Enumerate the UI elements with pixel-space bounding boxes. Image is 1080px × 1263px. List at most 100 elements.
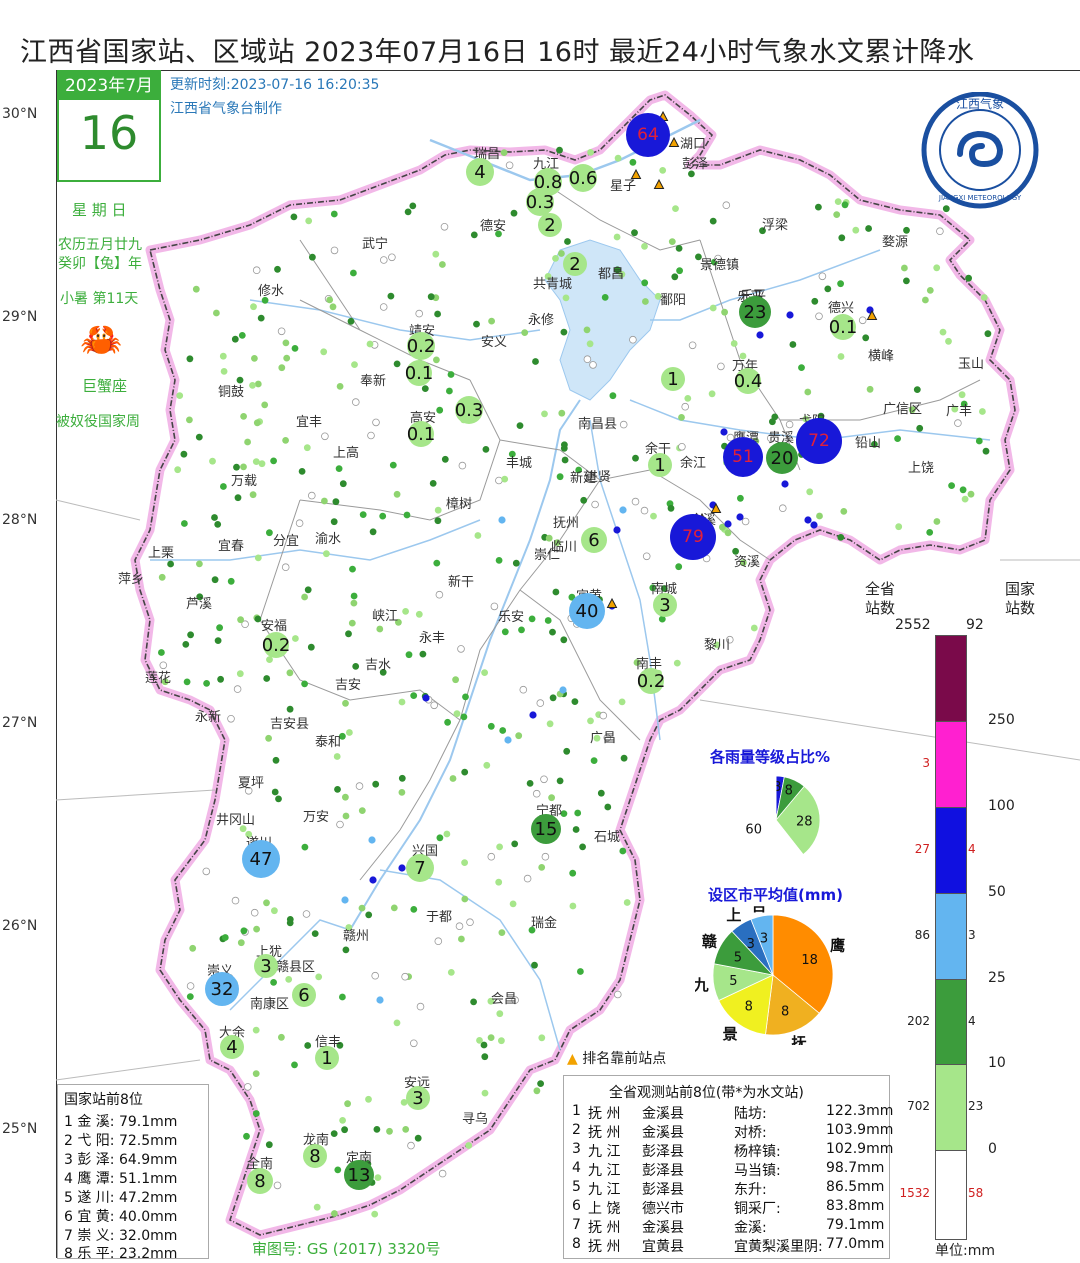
station-dot: [571, 698, 579, 705]
station-dot: [632, 454, 639, 462]
station-dot: [180, 450, 188, 458]
pie-city-value: 18: [801, 953, 818, 968]
station-dot: [239, 825, 247, 833]
province-top-city: 上 饶: [588, 1201, 621, 1217]
station-dot: [271, 788, 279, 796]
station-dot: [402, 1126, 410, 1133]
station-dot: [305, 217, 313, 225]
station-dot: [649, 584, 657, 592]
city-label: 南城: [651, 582, 678, 597]
station-dot: [739, 352, 747, 360]
station-dot: [495, 476, 503, 485]
pie-ratio-label: 60: [745, 823, 762, 838]
rain-bubble: 1: [648, 453, 672, 477]
station-dot: [277, 327, 286, 336]
station-dot: [523, 874, 532, 883]
station-dot: [252, 1110, 260, 1117]
legend-prov-count: 27: [914, 842, 930, 856]
city-label: 萍乡: [118, 572, 145, 587]
station-dot: [186, 982, 195, 990]
station-dot: [186, 416, 193, 424]
station-dot: [355, 782, 364, 790]
station-dot: [546, 720, 554, 728]
station-dot: [713, 641, 721, 649]
station-dot: [913, 386, 921, 393]
station-dot: [852, 226, 860, 234]
station-dot: [233, 685, 242, 693]
station-dot: [618, 698, 626, 706]
station-dot: [688, 341, 697, 350]
station-dot: [495, 878, 503, 886]
station-dot: [174, 466, 182, 474]
station-dot: [416, 1002, 425, 1011]
station-dot: [837, 534, 845, 541]
legend-threshold: 100: [988, 798, 1015, 814]
station-dot: [540, 775, 548, 784]
station-dot: [532, 789, 541, 798]
station-dot: [954, 419, 962, 427]
pie-city-value: 3: [760, 932, 768, 947]
city-label: 渝水: [315, 532, 342, 547]
station-dot: [481, 1053, 489, 1061]
station-dot: [285, 976, 293, 983]
rain-bubble: 0.1: [405, 360, 433, 386]
station-dot: [688, 170, 695, 178]
province-boundary: [134, 94, 1016, 1236]
station-dot-heavy: [369, 876, 377, 884]
station-dot: [263, 675, 271, 682]
rain-bubble: 3: [406, 1086, 430, 1110]
calendar-weekday: 星 期 日: [72, 201, 127, 219]
province-top-rank: 4: [572, 1160, 581, 1176]
station-dot: [371, 1210, 379, 1218]
station-dot: [350, 599, 358, 607]
city-label: 上栗: [148, 546, 175, 561]
station-dot: [404, 208, 412, 216]
station-dot: [732, 547, 739, 555]
province-top-rank: 7: [572, 1217, 581, 1233]
station-dot: [216, 624, 224, 632]
station-dot: [211, 576, 219, 584]
station-dot: [709, 304, 717, 312]
station-dot: [379, 256, 388, 264]
river-xin: [629, 399, 991, 441]
calendar-day: 16: [79, 106, 139, 160]
city-label: 吉水: [365, 658, 392, 673]
station-dot: [505, 161, 514, 170]
station-dot: [321, 432, 329, 441]
station-dot: [562, 294, 570, 302]
rain-bubble: 15: [531, 814, 561, 844]
station-dot: [961, 495, 969, 503]
station-dot: [298, 468, 306, 475]
station-dot: [840, 508, 848, 515]
legend-band: [935, 635, 967, 723]
station-dot: [476, 1037, 483, 1044]
station-dot: [339, 993, 346, 1001]
station-dot: [466, 918, 474, 926]
station-dot: [511, 996, 519, 1004]
station-dot: [739, 559, 747, 567]
province-top-station: 马当镇:: [734, 1163, 781, 1179]
station-dot: [402, 608, 409, 615]
station-dot: [730, 340, 738, 347]
national-top-row: 7 崇 义: 32.0mm: [64, 1228, 178, 1244]
station-dot: [336, 383, 344, 390]
station-dot: [641, 243, 648, 250]
station-dot: [741, 517, 750, 526]
station-dot: [393, 490, 401, 498]
station-dot: [816, 512, 823, 520]
station-dot: [252, 1070, 260, 1077]
rain-bubble: 8: [247, 1168, 273, 1194]
city-label: 寻乌: [462, 1112, 489, 1127]
station-dot: [579, 843, 586, 851]
station-dot: [331, 1210, 338, 1217]
station-dot: [266, 656, 273, 663]
station-dot: [244, 786, 253, 795]
station-dot: [549, 694, 557, 702]
station-dot: [386, 1127, 393, 1135]
station-dot: [409, 1039, 418, 1048]
pie-slice: [718, 974, 774, 1035]
station-dot: [186, 993, 194, 1000]
legend-threshold: 10: [988, 1055, 1006, 1071]
station-dot-moderate: [376, 996, 384, 1004]
station-dot: [261, 401, 269, 409]
